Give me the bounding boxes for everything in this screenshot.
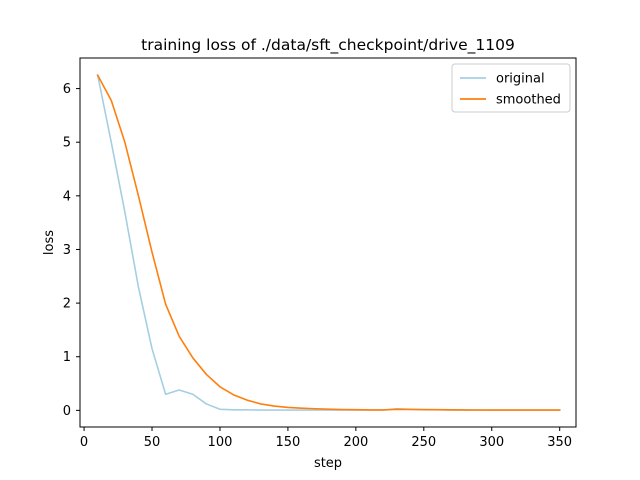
x-tick-label: 50: [144, 435, 161, 450]
legend: original smoothed: [451, 63, 571, 113]
legend-label-original: original: [496, 72, 545, 87]
x-axis: 0 50 100 150 200 250 300 350: [80, 427, 572, 450]
y-tick-label: 4: [63, 189, 71, 204]
series-layer: [96, 74, 561, 411]
x-tick-label: 300: [479, 435, 504, 450]
x-tick-label: 0: [80, 435, 88, 450]
x-tick-label: 100: [208, 435, 233, 450]
x-axis-label: step: [314, 456, 342, 471]
series-line-original: [96, 74, 561, 411]
y-tick-label: 6: [63, 82, 71, 97]
y-tick-label: 1: [63, 350, 71, 365]
y-tick-label: 2: [63, 297, 71, 312]
series-line-smoothed: [96, 74, 561, 411]
y-axis: 0 1 2 3 4 5 6: [63, 82, 80, 419]
x-tick-label: 200: [343, 435, 368, 450]
chart-title: training loss of ./data/sft_checkpoint/d…: [141, 36, 515, 55]
y-tick-label: 3: [63, 243, 71, 258]
legend-label-smoothed: smoothed: [496, 93, 561, 108]
x-tick-label: 350: [547, 435, 572, 450]
legend-box: [451, 63, 571, 113]
y-tick-label: 0: [63, 404, 71, 419]
y-axis-label: loss: [42, 230, 57, 255]
x-tick-label: 250: [411, 435, 436, 450]
plot-frame: [79, 57, 577, 428]
y-tick-label: 5: [63, 136, 71, 151]
x-tick-label: 150: [275, 435, 300, 450]
